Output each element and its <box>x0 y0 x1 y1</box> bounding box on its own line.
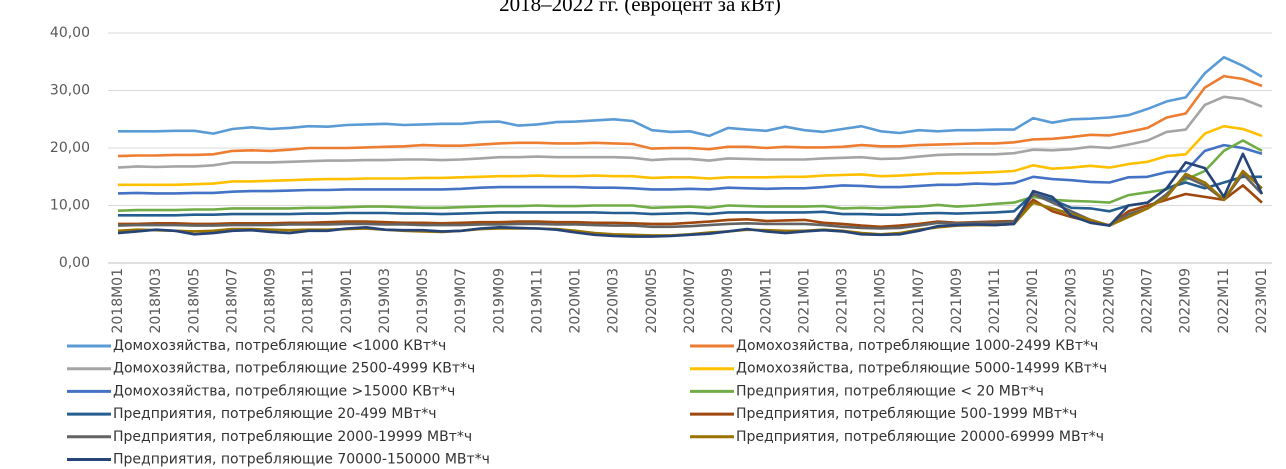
x-tick-label: 2019M01 <box>339 268 355 334</box>
y-tick-label: 0,00 <box>59 255 90 271</box>
legend-label: Предприятия, потребляющие 70000-150000 М… <box>113 452 490 468</box>
legend-label: Домохозяйства, потребляющие 5000-14999 К… <box>736 361 1107 377</box>
x-tick-label: 2022M03 <box>1063 268 1079 334</box>
x-tick-label: 2018M11 <box>301 268 317 334</box>
x-tick-label: 2019M07 <box>453 268 469 334</box>
series-line <box>117 139 1263 212</box>
legend-label: Домохозяйства, потребляющие <1000 КВт*ч <box>113 338 446 354</box>
series-line <box>117 172 1263 230</box>
x-tick-label: 2022M05 <box>1101 268 1117 334</box>
legend-label: Домохозяйства, потребляющие 1000-2499 КВ… <box>736 338 1098 354</box>
legend-label: Предприятия, потребляющие 2000-19999 МВт… <box>113 429 472 445</box>
x-tick-label: 2022M01 <box>1025 268 1041 334</box>
series-line <box>118 124 1263 187</box>
legend-label: Предприятия, потребляющие 500-1999 МВт*ч <box>736 406 1077 422</box>
x-tick-label: 2021M01 <box>796 268 812 334</box>
y-tick-label: 10,00 <box>50 198 90 214</box>
x-tick-label: 2023M01 <box>1254 268 1270 334</box>
legend-label: Домохозяйства, потребляющие >15000 КВт*ч <box>113 383 455 399</box>
x-tick-label: 2020M11 <box>758 268 774 334</box>
x-tick-label: 2019M03 <box>377 268 393 334</box>
x-tick-label: 2018M07 <box>224 268 240 334</box>
x-tick-label: 2021M11 <box>987 268 1003 334</box>
x-tick-label: 2019M09 <box>491 268 507 334</box>
x-tick-label: 2019M05 <box>415 268 431 334</box>
series-line <box>117 95 1263 169</box>
series-line <box>118 55 1263 138</box>
chart-title: 2018–2022 гг. (евроцент за кВт) <box>499 0 781 16</box>
y-tick-label: 40,00 <box>50 25 90 41</box>
y-tick-label: 30,00 <box>50 83 90 99</box>
x-tick-label: 2019M11 <box>529 268 545 334</box>
legend-label: Предприятия, потребляющие 20000-69999 МВ… <box>736 429 1104 445</box>
series-line <box>117 152 1264 238</box>
series-line <box>118 175 1262 217</box>
x-tick-label: 2021M03 <box>835 268 851 334</box>
x-tick-label: 2020M07 <box>682 268 698 334</box>
legend-label: Предприятия, потребляющие < 20 МВт*ч <box>736 383 1044 399</box>
x-tick-label: 2020M09 <box>720 268 736 334</box>
legend-label: Предприятия, потребляющие 20-499 МВт*ч <box>113 406 437 422</box>
x-tick-label: 2018M03 <box>148 268 164 334</box>
x-tick-label: 2021M05 <box>873 268 889 334</box>
x-tick-label: 2020M05 <box>644 268 660 334</box>
series-line <box>117 143 1263 195</box>
x-tick-label: 2020M01 <box>568 268 584 334</box>
x-tick-label: 2021M07 <box>911 268 927 334</box>
x-tick-label: 2020M03 <box>606 268 622 334</box>
legend-label: Домохозяйства, потребляющие 2500-4999 КВ… <box>113 361 475 377</box>
x-tick-label: 2022M07 <box>1140 268 1156 334</box>
y-tick-label: 20,00 <box>50 140 90 156</box>
x-tick-label: 2022M09 <box>1178 268 1194 334</box>
x-tick-label: 2022M11 <box>1216 268 1232 334</box>
x-tick-label: 2018M05 <box>186 268 202 334</box>
x-tick-label: 2018M09 <box>263 268 279 334</box>
x-tick-label: 2018M01 <box>110 268 126 334</box>
x-tick-label: 2021M09 <box>949 268 965 334</box>
series-line <box>117 74 1263 158</box>
